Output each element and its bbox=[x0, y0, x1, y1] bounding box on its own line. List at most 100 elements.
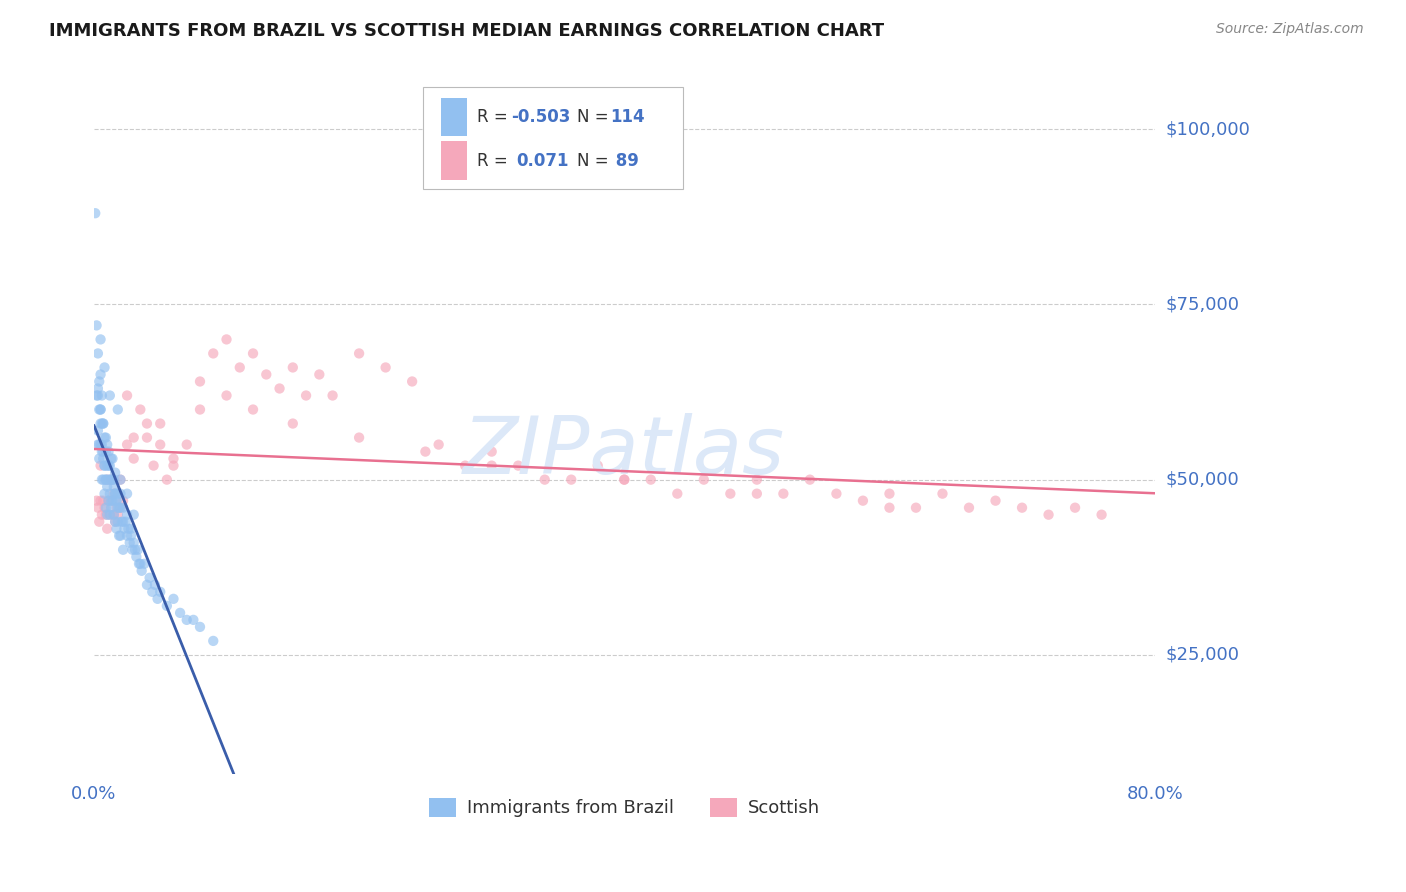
Text: N =: N = bbox=[576, 152, 609, 169]
Point bbox=[308, 368, 330, 382]
Point bbox=[454, 458, 477, 473]
FancyBboxPatch shape bbox=[423, 87, 683, 189]
Point bbox=[90, 402, 112, 417]
Point bbox=[90, 458, 112, 473]
Point bbox=[108, 500, 131, 515]
Point bbox=[86, 388, 108, 402]
Point bbox=[415, 444, 437, 458]
Point bbox=[105, 522, 128, 536]
Point bbox=[115, 437, 138, 451]
Text: R =: R = bbox=[477, 108, 513, 126]
Point bbox=[90, 444, 112, 458]
Point bbox=[215, 333, 238, 347]
Point bbox=[100, 493, 122, 508]
Point bbox=[215, 388, 238, 402]
Point bbox=[374, 360, 396, 375]
Point bbox=[91, 493, 114, 508]
Point bbox=[89, 451, 111, 466]
Point bbox=[110, 500, 132, 515]
Point bbox=[87, 437, 110, 451]
Point bbox=[103, 486, 125, 500]
Point bbox=[254, 368, 277, 382]
Point bbox=[97, 473, 120, 487]
Point bbox=[143, 578, 166, 592]
Point bbox=[94, 473, 117, 487]
Point bbox=[103, 508, 125, 522]
Point bbox=[101, 451, 124, 466]
Point bbox=[100, 500, 122, 515]
Point bbox=[852, 493, 875, 508]
Point bbox=[97, 458, 120, 473]
Point bbox=[103, 480, 125, 494]
Point bbox=[108, 529, 131, 543]
Point bbox=[176, 613, 198, 627]
Point bbox=[100, 451, 122, 466]
Point bbox=[156, 473, 179, 487]
Point bbox=[84, 206, 107, 220]
Text: IMMIGRANTS FROM BRAZIL VS SCOTTISH MEDIAN EARNINGS CORRELATION CHART: IMMIGRANTS FROM BRAZIL VS SCOTTISH MEDIA… bbox=[49, 22, 884, 40]
Point bbox=[96, 480, 118, 494]
Point bbox=[91, 451, 114, 466]
Text: 114: 114 bbox=[610, 108, 645, 126]
Point bbox=[96, 508, 118, 522]
Point bbox=[281, 417, 304, 431]
Point bbox=[96, 522, 118, 536]
Text: R =: R = bbox=[477, 152, 513, 169]
Point bbox=[745, 486, 768, 500]
Point bbox=[1064, 500, 1087, 515]
FancyBboxPatch shape bbox=[440, 141, 467, 180]
Point bbox=[91, 444, 114, 458]
Point bbox=[90, 437, 112, 451]
Point bbox=[101, 493, 124, 508]
Point bbox=[100, 473, 122, 487]
Point bbox=[112, 522, 135, 536]
Point bbox=[112, 515, 135, 529]
Point bbox=[481, 444, 503, 458]
Point bbox=[94, 473, 117, 487]
Point bbox=[101, 493, 124, 508]
Text: -0.503: -0.503 bbox=[510, 108, 571, 126]
Point bbox=[957, 500, 980, 515]
Point bbox=[105, 493, 128, 508]
Point bbox=[347, 431, 370, 445]
Point bbox=[127, 542, 149, 557]
Point bbox=[91, 473, 114, 487]
Point bbox=[87, 346, 110, 360]
Point bbox=[90, 417, 112, 431]
Point bbox=[94, 431, 117, 445]
Point bbox=[96, 473, 118, 487]
Point bbox=[122, 451, 145, 466]
Point bbox=[107, 402, 129, 417]
Point bbox=[202, 634, 225, 648]
Point bbox=[104, 486, 127, 500]
Point bbox=[107, 508, 129, 522]
Point bbox=[104, 515, 127, 529]
Point bbox=[427, 437, 450, 451]
Point bbox=[87, 382, 110, 396]
Point bbox=[295, 388, 318, 402]
Point bbox=[93, 486, 115, 500]
Point bbox=[149, 417, 172, 431]
Point bbox=[93, 431, 115, 445]
Point bbox=[96, 458, 118, 473]
Point bbox=[112, 542, 135, 557]
Point bbox=[104, 486, 127, 500]
Point bbox=[93, 500, 115, 515]
Point bbox=[481, 458, 503, 473]
Point bbox=[103, 508, 125, 522]
Point bbox=[98, 486, 121, 500]
Text: ZIPatlas: ZIPatlas bbox=[463, 413, 786, 491]
FancyBboxPatch shape bbox=[440, 98, 467, 136]
Point bbox=[120, 529, 142, 543]
Point bbox=[136, 417, 159, 431]
Point bbox=[879, 486, 901, 500]
Point bbox=[560, 473, 582, 487]
Point bbox=[115, 486, 138, 500]
Point bbox=[89, 375, 111, 389]
Point bbox=[104, 515, 127, 529]
Point bbox=[91, 417, 114, 431]
Point bbox=[107, 515, 129, 529]
Point bbox=[136, 578, 159, 592]
Point bbox=[96, 437, 118, 451]
Point bbox=[115, 529, 138, 543]
